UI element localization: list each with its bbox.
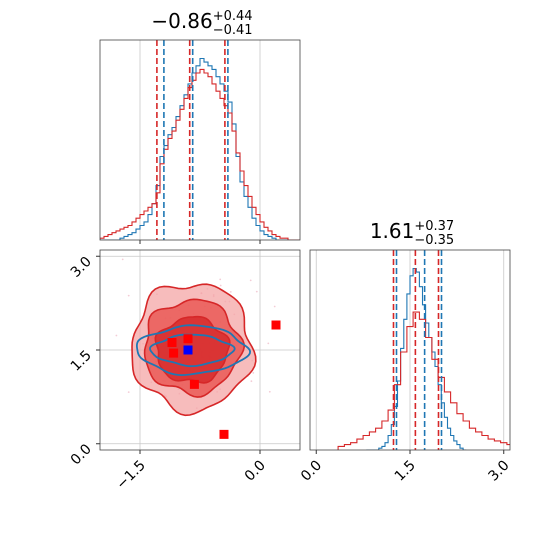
histogram-panel-param-1: −0.86+0.44−0.41	[99, 9, 301, 244]
top-plot-area	[100, 40, 300, 240]
top-hist-blue	[100, 57, 300, 240]
sc-sample-point	[322, 334, 324, 336]
histogram-panel-param-2: 0.0 1.5 3.0 1.61+0.37−0.35	[298, 219, 513, 485]
sc-ytick-label-2: 3.0	[68, 254, 95, 281]
red-marker-3	[183, 334, 193, 344]
blue-contour-inner	[149, 333, 236, 368]
scatter-plot-area	[100, 247, 324, 450]
red-marker-1	[167, 338, 177, 347]
right-hist-blue	[366, 267, 467, 450]
sc-ytick-label-1: 1.5	[68, 348, 95, 375]
right-xtick-label-1: 1.5	[392, 458, 419, 485]
red-marker-4	[189, 379, 199, 389]
sc-sample-point	[115, 334, 118, 337]
right-title: 1.61+0.37	[370, 219, 454, 243]
sc-sample-point	[273, 305, 276, 308]
sc-sample-point	[250, 380, 253, 383]
right-xtick-label-2: 3.0	[486, 458, 513, 485]
sc-sample-point	[268, 390, 271, 393]
top-title: −0.86+0.44	[151, 9, 252, 33]
top-panel-frame	[99, 39, 301, 241]
right-hist-red	[337, 311, 510, 450]
right-title-sub: −0.35	[414, 233, 454, 248]
sc-sample-point	[127, 294, 130, 297]
blue-contour-outer	[136, 324, 252, 377]
sc-sample-point	[127, 391, 130, 393]
sc-sample-point	[121, 258, 124, 261]
top-hist-red	[100, 68, 300, 240]
right-xtick-label-0: 0.0	[298, 458, 325, 485]
red-marker-2	[169, 348, 179, 358]
sc-sample-point	[219, 278, 222, 281]
blue-marker-0	[183, 345, 193, 355]
sc-sample-point	[174, 247, 176, 249]
sc-sample-point	[255, 290, 258, 293]
contour-panel-2d: −1.5 0.0 0.0 1.5 3.0	[68, 247, 324, 493]
right-plot-area	[315, 250, 510, 450]
sc-sample-point	[267, 342, 270, 345]
sc-sample-point	[229, 291, 232, 293]
sc-sample-point	[249, 279, 252, 282]
sc-ytick-label-0: 0.0	[68, 441, 95, 468]
red-marker-5	[219, 429, 229, 439]
top-title-sub: −0.41	[213, 23, 253, 38]
sc-xtick-label-0: −1.5	[113, 458, 148, 493]
red-contour-inner	[154, 315, 231, 384]
red-marker-0	[271, 320, 281, 330]
sc-sample-point	[252, 372, 255, 374]
sc-xtick-label-1: 0.0	[242, 458, 269, 485]
sc-sample-point	[219, 284, 222, 287]
